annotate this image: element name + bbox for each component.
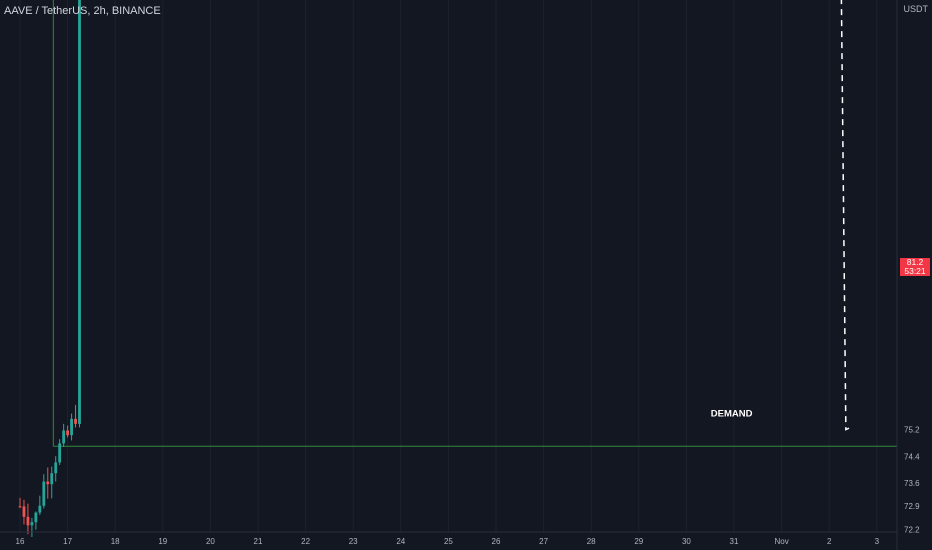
candle-body: [46, 481, 50, 485]
candle-body: [22, 506, 26, 517]
candle-body: [62, 430, 66, 444]
candle-body: [74, 418, 77, 424]
x-tick-label: 23: [349, 537, 358, 546]
candle-body: [54, 462, 58, 474]
x-tick-label: 25: [444, 537, 453, 546]
candle-body: [66, 430, 69, 436]
x-tick-label: 22: [301, 537, 310, 546]
zones: [52, 0, 897, 447]
candle-body: [70, 418, 73, 436]
x-tick-label: 3: [875, 537, 880, 546]
currency-label: USDT: [903, 4, 929, 14]
current-price: 81.2: [906, 257, 924, 267]
x-tick-label: 20: [206, 537, 215, 546]
x-tick-label: 2: [827, 537, 832, 546]
x-tick-label: 28: [587, 537, 596, 546]
y-tick-label: 72.2: [904, 526, 920, 535]
x-tick-label: 29: [634, 537, 643, 546]
candlesticks: [18, 0, 81, 538]
x-tick-label: 24: [396, 537, 405, 546]
x-tick-label: 26: [492, 537, 501, 546]
symbol-header: AAVE / TetherUS, 2h, BINANCE: [4, 5, 161, 17]
x-tick-label: 19: [158, 537, 167, 546]
x-tick-label: 18: [111, 537, 120, 546]
candle-body: [50, 473, 54, 485]
y-tick-label: 75.2: [904, 426, 920, 435]
candle-body: [34, 512, 38, 523]
demand-label: DEMAND: [711, 408, 753, 419]
y-tick-label: 73.6: [904, 479, 920, 488]
candle-body: [38, 505, 42, 513]
current-price-tag: 81.2 53:21: [900, 258, 930, 276]
x-tick-label: 16: [16, 537, 25, 546]
annotations: OBVOBVOBVOBVCHDRSUPPLYDEMAND: [711, 0, 854, 431]
candle-body: [30, 522, 34, 526]
candle-body: [18, 506, 22, 508]
x-tick-label: 30: [682, 537, 691, 546]
x-tick-label: 17: [63, 537, 72, 546]
candle-body: [78, 0, 81, 424]
candle-body: [42, 481, 46, 506]
candle-body: [58, 443, 62, 463]
x-tick-label: 27: [539, 537, 548, 546]
y-tick-label: 72.9: [904, 502, 920, 511]
x-tick-label: Nov: [774, 537, 788, 546]
y-tick-label: 74.4: [904, 452, 920, 461]
grid-lines: [19, 0, 878, 532]
x-tick-label: 21: [254, 537, 263, 546]
bar-countdown: 53:21: [904, 266, 926, 276]
x-tick-label: 31: [730, 537, 739, 546]
candle-body: [26, 516, 30, 526]
